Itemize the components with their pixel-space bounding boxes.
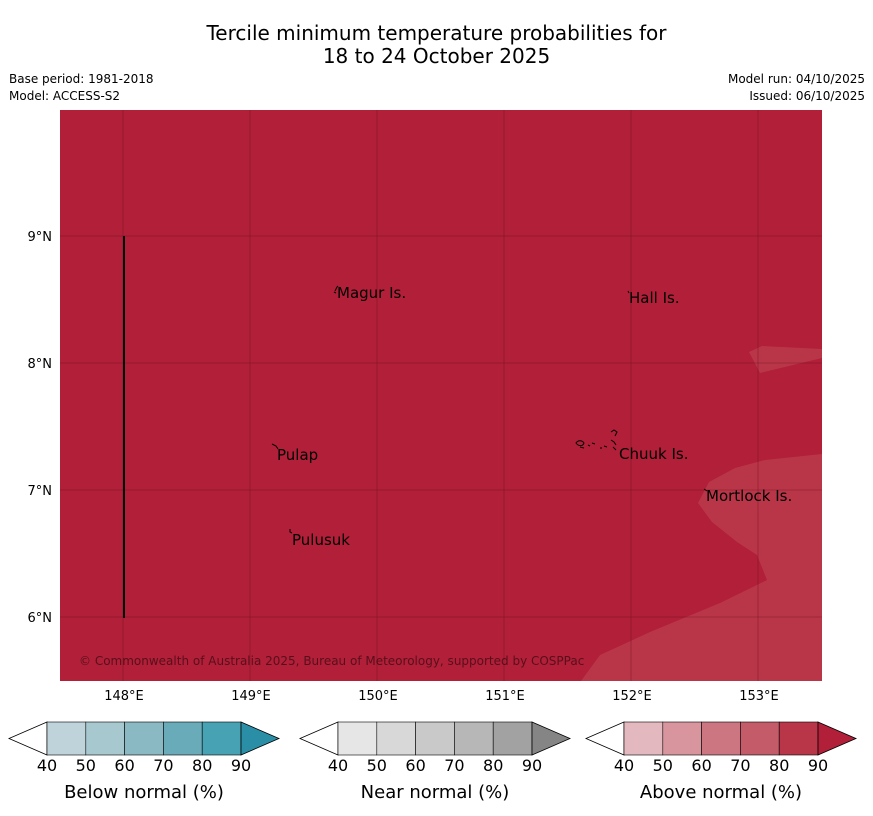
map-background xyxy=(60,110,822,681)
lon-tick-153: 153°E xyxy=(739,689,779,704)
title-line-2: 18 to 24 October 2025 xyxy=(322,44,551,68)
below-normal-colorbar-segment xyxy=(124,721,164,756)
lat-tick-9: 9°N xyxy=(28,230,53,245)
below-normal-colorbar-segment xyxy=(46,721,87,756)
place-label-mortlock: Mortlock Is. xyxy=(706,487,792,505)
above-normal-label: Above normal (%) xyxy=(640,782,802,803)
below-normal-tick-label: 90 xyxy=(231,756,251,775)
colorbar-legends: 40 50 60 70 80 90 Below normal (%) 40 50 60 70 80 90… xyxy=(7,721,858,803)
above-normal-colorbar-high-extend xyxy=(817,721,858,756)
copyright-notice: © Commonwealth of Australia 2025, Bureau… xyxy=(79,654,584,668)
near-normal-colorbar-segment xyxy=(454,721,494,756)
above-normal-tick-label: 80 xyxy=(769,756,789,775)
title-line-1: Tercile minimum temperature probabilitie… xyxy=(206,21,667,45)
island-outlines xyxy=(271,285,708,534)
near-normal-label: Near normal (%) xyxy=(361,782,510,803)
near-normal-tick-label: 80 xyxy=(483,756,503,775)
lon-tick-149: 149°E xyxy=(231,689,271,704)
lon-tick-150: 150°E xyxy=(358,689,398,704)
above-normal-colorbar: 40 50 60 70 80 90 Above normal (%) xyxy=(584,721,858,803)
near-normal-colorbar-high-extend xyxy=(531,721,572,756)
below-normal-tick-label: 80 xyxy=(192,756,212,775)
place-label-magur: Magur Is. xyxy=(337,284,406,302)
near-normal-tick-label: 70 xyxy=(444,756,464,775)
lon-tick-148: 148°E xyxy=(104,689,144,704)
pulap-island-shape xyxy=(271,443,279,450)
near-normal-colorbar-segment xyxy=(337,721,378,756)
below-normal-colorbar: 40 50 60 70 80 90 Below normal (%) xyxy=(7,721,281,803)
pulusuk-island-shape xyxy=(289,529,293,534)
meta-left: Base period: 1981-2018 Model: ACCESS-S2 xyxy=(9,71,154,105)
lat-tick-8: 8°N xyxy=(28,357,53,372)
near-normal-colorbar-segment xyxy=(376,721,416,756)
below-normal-colorbar-low-extend xyxy=(7,721,48,756)
above-normal-colorbar-low-extend xyxy=(584,721,625,756)
near-normal-colorbar: 40 50 60 70 80 90 Near normal (%) xyxy=(298,721,572,803)
hall-island-shape xyxy=(627,290,630,294)
above-normal-tick-label: 40 xyxy=(614,756,634,775)
above-normal-tick-label: 50 xyxy=(653,756,673,775)
near-normal-colorbar-low-extend xyxy=(298,721,339,756)
lon-tick-151: 151°E xyxy=(485,689,525,704)
above-normal-colorbar-segment xyxy=(623,721,664,756)
place-label-pulusuk: Pulusuk xyxy=(292,531,350,549)
above-normal-colorbar-segment xyxy=(740,721,780,756)
mortlock-island-shape xyxy=(703,488,708,492)
below-normal-tick-label: 70 xyxy=(153,756,173,775)
model-name: Model: ACCESS-S2 xyxy=(9,89,121,103)
probability-zone-lower-east xyxy=(581,454,822,681)
model-run: Model run: 04/10/2025 xyxy=(727,72,865,86)
chuuk-island-shapes xyxy=(575,429,618,451)
near-normal-colorbar-segment xyxy=(415,721,455,756)
near-normal-colorbar-segment xyxy=(492,721,533,756)
near-normal-tick-label: 60 xyxy=(405,756,425,775)
below-normal-tick-label: 60 xyxy=(114,756,134,775)
below-normal-colorbar-segment xyxy=(85,721,125,756)
place-label-chuuk: Chuuk Is. xyxy=(619,445,688,463)
place-labels: Magur Is. Hall Is. Pulap Chuuk Is. Mortl… xyxy=(277,284,792,549)
issued-date: Issued: 06/10/2025 xyxy=(749,89,865,103)
above-normal-tick-label: 70 xyxy=(730,756,750,775)
below-normal-tick-label: 50 xyxy=(76,756,96,775)
base-period: Base period: 1981-2018 xyxy=(9,72,154,86)
below-normal-tick-label: 40 xyxy=(37,756,57,775)
above-normal-colorbar-segment xyxy=(662,721,702,756)
map-panel: Magur Is. Hall Is. Pulap Chuuk Is. Mortl… xyxy=(60,110,822,681)
meta-right: Model run: 04/10/2025 Issued: 06/10/2025 xyxy=(728,71,865,105)
lat-tick-7: 7°N xyxy=(28,484,53,499)
probability-zone-upper-east xyxy=(749,346,822,373)
above-normal-tick-label: 60 xyxy=(691,756,711,775)
latitude-axis: 9°N 8°N 7°N 6°N xyxy=(28,230,53,626)
near-normal-tick-label: 50 xyxy=(367,756,387,775)
magur-island-shape xyxy=(333,285,339,294)
below-normal-colorbar-segment xyxy=(201,721,242,756)
lat-tick-6: 6°N xyxy=(28,611,53,626)
above-normal-colorbar-segment xyxy=(701,721,741,756)
graticule xyxy=(60,110,822,681)
place-label-pulap: Pulap xyxy=(277,446,318,464)
below-normal-colorbar-high-extend xyxy=(240,721,281,756)
above-normal-colorbar-segment xyxy=(778,721,819,756)
near-normal-tick-label: 90 xyxy=(522,756,542,775)
place-label-hall: Hall Is. xyxy=(629,289,680,307)
below-normal-colorbar-segment xyxy=(163,721,203,756)
above-normal-tick-label: 90 xyxy=(808,756,828,775)
longitude-axis: 148°E 149°E 150°E 151°E 152°E 153°E xyxy=(104,689,779,704)
near-normal-tick-label: 40 xyxy=(328,756,348,775)
map-title: Tercile minimum temperature probabilitie… xyxy=(0,22,873,68)
below-normal-label: Below normal (%) xyxy=(64,782,224,803)
lon-tick-152: 152°E xyxy=(612,689,652,704)
